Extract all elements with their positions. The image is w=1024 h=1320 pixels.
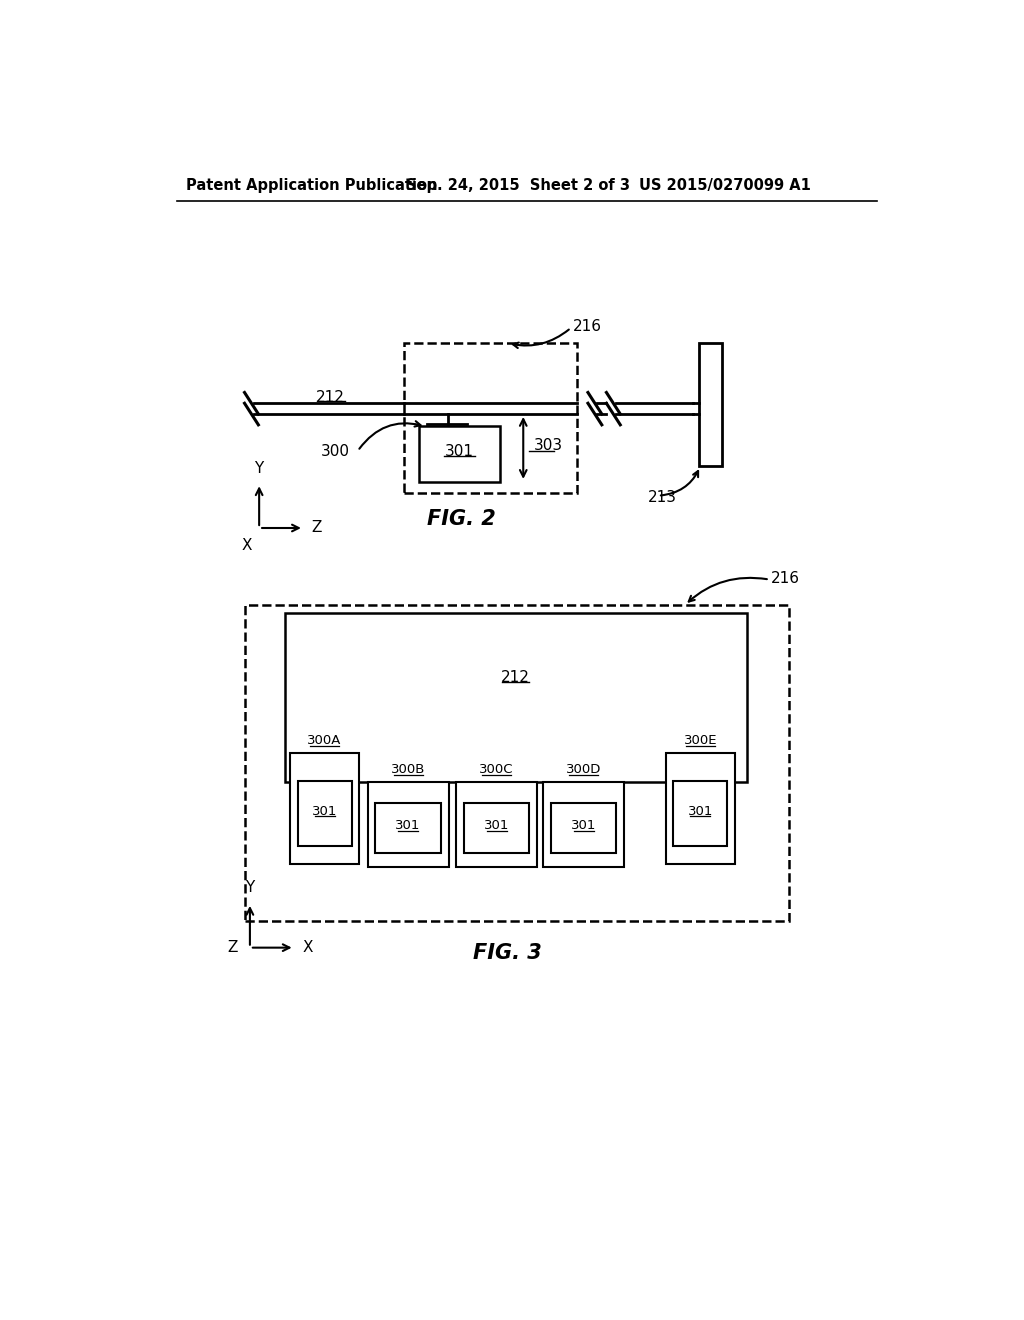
Bar bbox=[285, 612, 746, 781]
Text: 212: 212 bbox=[316, 389, 345, 405]
Text: 301: 301 bbox=[312, 805, 337, 817]
Text: Z: Z bbox=[227, 940, 238, 956]
Text: 301: 301 bbox=[395, 820, 421, 832]
Text: 300B: 300B bbox=[391, 763, 425, 776]
Bar bbox=[290, 752, 359, 865]
Text: 301: 301 bbox=[688, 805, 713, 817]
Bar bbox=[464, 804, 529, 853]
Text: X: X bbox=[242, 539, 252, 553]
Text: Sep. 24, 2015  Sheet 2 of 3: Sep. 24, 2015 Sheet 2 of 3 bbox=[407, 178, 630, 193]
Text: 300C: 300C bbox=[479, 763, 514, 776]
Text: 216: 216 bbox=[572, 318, 601, 334]
Text: 301: 301 bbox=[445, 445, 474, 459]
Bar bbox=[368, 781, 449, 867]
Text: 300A: 300A bbox=[307, 734, 342, 747]
Text: Patent Application Publication: Patent Application Publication bbox=[186, 178, 437, 193]
Bar bbox=[698, 343, 722, 466]
Text: Z: Z bbox=[311, 520, 322, 536]
Text: Y: Y bbox=[255, 461, 264, 475]
Text: 300D: 300D bbox=[566, 763, 601, 776]
Bar bbox=[674, 781, 727, 846]
Bar bbox=[551, 804, 616, 853]
Bar bbox=[457, 781, 538, 867]
Bar bbox=[403, 343, 578, 494]
Text: US 2015/0270099 A1: US 2015/0270099 A1 bbox=[639, 178, 811, 193]
Text: FIG. 3: FIG. 3 bbox=[473, 942, 543, 964]
Text: X: X bbox=[302, 940, 312, 956]
Bar bbox=[245, 605, 788, 921]
Bar bbox=[376, 804, 441, 853]
Bar bbox=[544, 781, 625, 867]
Text: 303: 303 bbox=[535, 438, 563, 453]
Text: 212: 212 bbox=[501, 669, 530, 685]
Bar bbox=[666, 752, 735, 865]
Text: 213: 213 bbox=[648, 490, 677, 504]
Bar bbox=[298, 781, 351, 846]
Text: Y: Y bbox=[246, 880, 255, 895]
Text: 301: 301 bbox=[484, 820, 509, 832]
Text: 301: 301 bbox=[571, 820, 596, 832]
Bar bbox=[419, 426, 500, 482]
Text: 216: 216 bbox=[771, 570, 800, 586]
Text: FIG. 2: FIG. 2 bbox=[427, 508, 496, 529]
Text: 300E: 300E bbox=[684, 734, 717, 747]
Text: 300: 300 bbox=[321, 444, 350, 458]
